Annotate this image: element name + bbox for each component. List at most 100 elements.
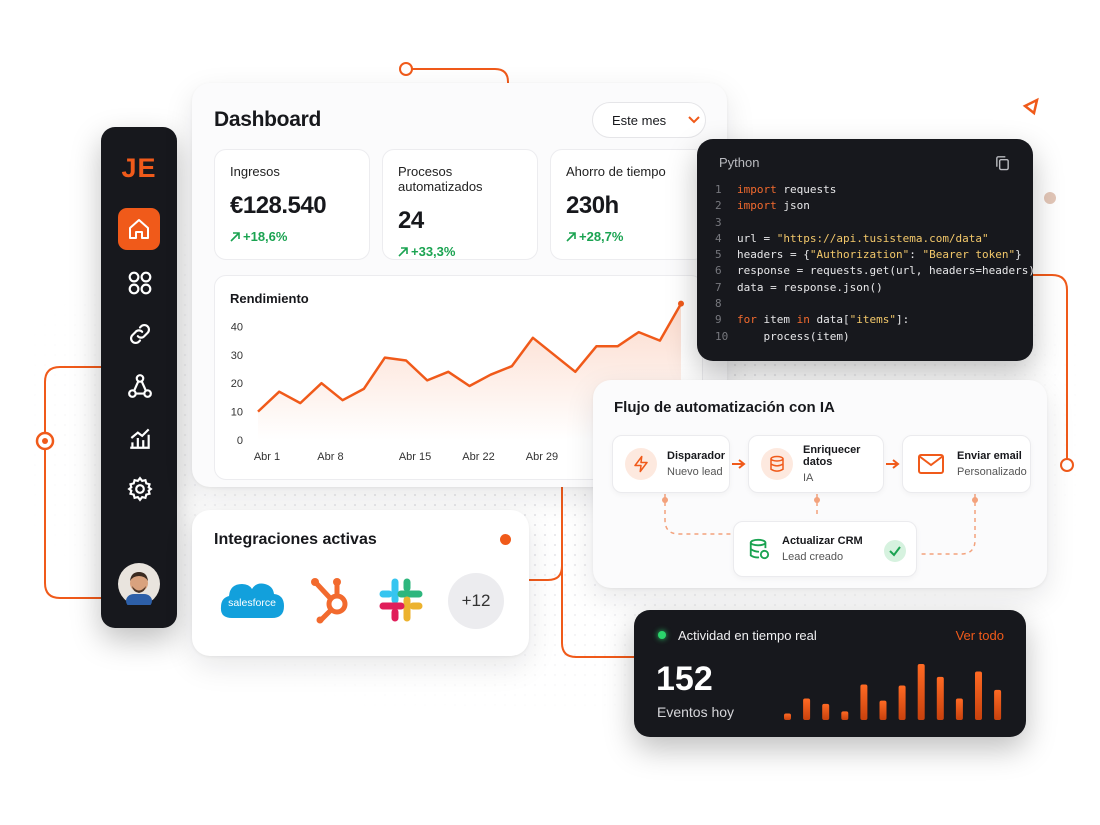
kpi-label: Procesos automatizados	[398, 164, 483, 194]
hubspot-logo[interactable]	[309, 576, 355, 624]
trend-arrow-path	[398, 246, 408, 257]
flow-node[interactable]: Actualizar CRM Lead creado	[733, 521, 917, 577]
activity-count-label: Eventos hoy	[657, 704, 735, 720]
code-line: 8	[715, 296, 1035, 312]
kpi-change-value: +18,6%	[243, 229, 288, 244]
kpi-card: Ingresos €128.540 +18,6%	[214, 149, 370, 260]
code-line: 6 response = requests.get(url, headers=he…	[715, 263, 1035, 279]
nav-analytics[interactable]	[127, 425, 153, 451]
bar	[917, 664, 925, 720]
flow-node[interactable]: Disparador Nuevo lead	[612, 435, 730, 493]
bar	[955, 698, 963, 720]
code-token: json	[776, 199, 810, 213]
kpi-label: Ingresos	[230, 164, 280, 179]
line-number: 5	[715, 248, 722, 262]
connector	[412, 68, 509, 90]
node-title: Enviar email	[957, 450, 1022, 462]
line-number: 6	[715, 264, 722, 278]
line-number: 10	[715, 329, 729, 343]
code-line: 10 process(item)	[715, 329, 1035, 345]
bar	[860, 684, 868, 720]
kpi-change-value: +28,7%	[579, 229, 624, 244]
bar	[879, 700, 887, 720]
line-number: 9	[715, 313, 722, 327]
code-token: response = requests.get(url, headers=hea…	[737, 264, 1036, 278]
code-token: item	[756, 313, 797, 327]
code-token: data[	[809, 313, 850, 327]
x-tick-label: Abr 8	[317, 451, 343, 463]
nav-apps[interactable]	[127, 270, 153, 296]
code-token: }	[1015, 248, 1022, 262]
activity-link[interactable]: Ver todo	[955, 628, 1004, 643]
connector	[561, 560, 634, 658]
period-label: Este mes	[612, 112, 667, 128]
bar	[936, 676, 944, 720]
code-token: "Bearer token"	[922, 248, 1016, 262]
x-tick-label: Abr 22	[462, 451, 494, 463]
flow-connectors	[662, 459, 978, 555]
line-series	[257, 303, 683, 413]
nav-flows[interactable]	[127, 373, 153, 399]
salesforce-label: salesforce	[228, 597, 276, 609]
code-line: 7 data = response.json()	[715, 280, 1035, 296]
trend-arrow	[230, 231, 240, 242]
bar	[784, 713, 791, 720]
node-subtitle: Lead creado	[782, 551, 844, 563]
code-token: url =	[737, 231, 777, 245]
code-token: "Authorization"	[809, 248, 910, 262]
line-number: 4	[715, 231, 722, 245]
nav-home[interactable]	[118, 208, 160, 250]
live-dot	[658, 631, 666, 639]
kpi-value: €128.540	[230, 192, 327, 219]
avatar[interactable]	[118, 563, 160, 605]
activity-bar-chart	[784, 664, 1002, 720]
node-subtitle: Nuevo lead	[667, 466, 723, 478]
bar	[841, 711, 849, 720]
trend-arrow-path	[230, 231, 240, 242]
code-token: import	[737, 199, 777, 213]
kpi-label: Ahorro de tiempo	[566, 164, 666, 179]
y-tick-label: 10	[231, 407, 243, 419]
trend-arrow-path	[566, 231, 576, 242]
nav-links[interactable]	[127, 321, 153, 347]
node-title: Enriquecer datos	[803, 444, 861, 468]
dashboard-card: Dashboard Este mes Ingresos €128.540 +18,6…	[192, 83, 727, 487]
nav-settings[interactable]	[127, 476, 153, 502]
salesforce-logo[interactable]: salesforce	[218, 576, 286, 624]
flow-node[interactable]: Enviar email Personalizado	[902, 435, 1031, 493]
node-title: Disparador	[667, 450, 726, 462]
slack-logo[interactable]	[379, 578, 423, 622]
kpi-change-value: +33,3%	[411, 244, 456, 259]
code-language: Python	[719, 155, 760, 170]
sidebar: JE	[101, 127, 177, 628]
more-integrations[interactable]: +12	[448, 573, 504, 629]
kpi-change: +28,7%	[566, 229, 690, 244]
kpi-card: Procesos automatizados 24 +33,3%	[382, 149, 538, 260]
x-tick-label: Abr 15	[399, 451, 431, 463]
y-tick-label: 20	[231, 378, 243, 390]
kpi-value: 24	[398, 207, 424, 234]
line-number: 7	[715, 280, 722, 294]
chevron	[688, 116, 700, 124]
x-tick-label: Abr 29	[526, 451, 558, 463]
kpi-card: Ahorro de tiempo 230h +28,7%	[550, 149, 706, 260]
connector	[1033, 274, 1068, 465]
activity-title: Actividad en tiempo real	[678, 628, 817, 643]
dashboard-title: Dashboard	[214, 108, 321, 131]
code-token: "items"	[849, 313, 896, 327]
line-number: 2	[715, 199, 722, 213]
bar	[994, 689, 1002, 720]
integrations-title: Integraciones activas	[214, 531, 377, 548]
node-title: Actualizar CRM	[782, 535, 863, 547]
code-panel: Python 1 import requests 2 import json 3 4 url…	[697, 139, 1035, 361]
copy-button[interactable]	[994, 154, 1011, 171]
node-subtitle: Personalizado	[957, 466, 1027, 478]
code-token: import	[737, 183, 777, 196]
flow-node[interactable]: Enriquecer datos IA	[748, 435, 884, 493]
code-token: for	[737, 313, 757, 327]
period-select[interactable]: Este mes	[592, 102, 706, 138]
code-token: ]:	[895, 313, 910, 327]
line-end-point	[678, 300, 684, 307]
